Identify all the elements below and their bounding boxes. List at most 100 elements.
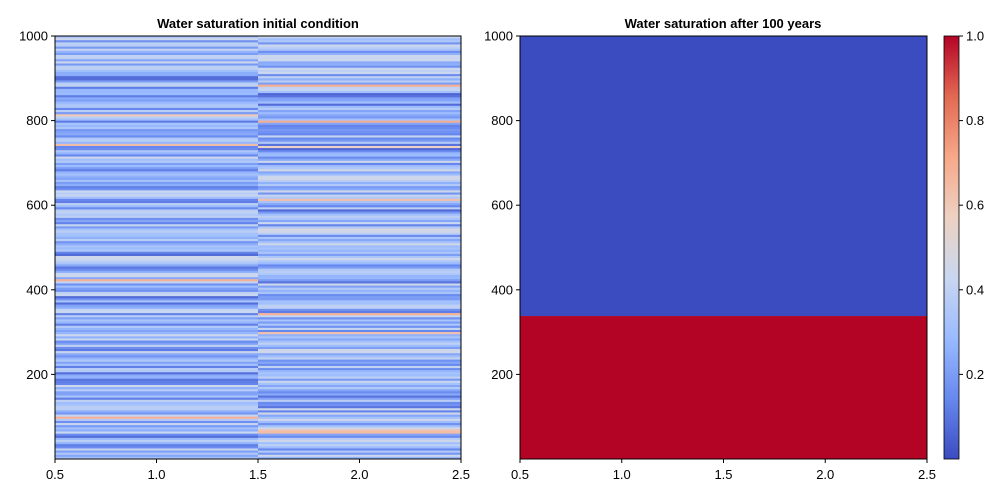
saturation-band (55, 313, 259, 316)
saturation-band (258, 349, 461, 352)
saturation-band (55, 158, 259, 162)
saturation-band (55, 283, 259, 286)
saturation-band (55, 190, 259, 193)
saturation-band (258, 110, 461, 113)
saturation-band (55, 173, 259, 176)
saturation-band (55, 245, 259, 248)
saturation-band (258, 277, 461, 280)
saturation-band (258, 344, 461, 348)
saturation-band (258, 431, 461, 434)
saturation-band (258, 325, 461, 329)
saturation-band (258, 319, 461, 322)
saturation-band (258, 313, 461, 316)
saturation-band (55, 141, 259, 145)
saturation-band (258, 215, 461, 219)
saturation-band (258, 406, 461, 409)
saturation-band (55, 410, 259, 413)
saturation-region (520, 316, 927, 459)
saturation-band (55, 184, 259, 187)
saturation-band (55, 55, 259, 58)
saturation-band (258, 141, 461, 145)
saturation-band (258, 272, 461, 276)
saturation-band (55, 101, 259, 104)
saturation-band (258, 192, 461, 195)
saturation-band (55, 243, 259, 246)
saturation-band (258, 211, 461, 214)
saturation-band (55, 270, 259, 274)
saturation-band (55, 124, 259, 128)
saturation-band (258, 245, 461, 248)
saturation-band (258, 423, 461, 426)
saturation-band (55, 380, 259, 384)
saturation-band (55, 148, 259, 151)
saturation-band (55, 414, 259, 417)
saturation-band (258, 40, 461, 43)
saturation-band (55, 408, 259, 411)
saturation-band (258, 88, 461, 92)
saturation-band (55, 416, 259, 420)
saturation-band (258, 228, 461, 231)
saturation-band (55, 139, 259, 143)
saturation-band (258, 249, 461, 253)
saturation-band (258, 393, 461, 396)
saturation-band (258, 340, 461, 343)
y-tick-label: 200 (26, 367, 48, 382)
saturation-band (55, 255, 259, 259)
saturation-band (55, 38, 259, 41)
saturation-band (258, 363, 461, 367)
saturation-band (258, 427, 461, 430)
saturation-band (258, 247, 461, 250)
saturation-band (258, 452, 461, 456)
saturation-band (55, 97, 259, 100)
saturation-band (258, 370, 461, 373)
saturation-band (258, 203, 461, 206)
saturation-band (258, 133, 461, 136)
saturation-band (258, 243, 461, 246)
saturation-band (55, 110, 259, 113)
saturation-band (258, 260, 461, 263)
saturation-band (258, 281, 461, 284)
saturation-band (55, 391, 259, 394)
saturation-band (55, 88, 259, 92)
saturation-band (55, 156, 259, 159)
saturation-region (520, 36, 927, 317)
saturation-band (55, 200, 259, 204)
saturation-band (258, 90, 461, 94)
y-tick-label: 600 (491, 198, 513, 213)
saturation-band (258, 167, 461, 170)
saturation-band (258, 179, 461, 183)
saturation-band (55, 338, 259, 341)
saturation-band (258, 65, 461, 69)
saturation-band (55, 378, 259, 382)
saturation-band (55, 74, 259, 77)
saturation-band (55, 325, 259, 329)
saturation-band (258, 342, 461, 346)
saturation-band (258, 190, 461, 193)
saturation-band (55, 427, 259, 430)
saturation-band (55, 332, 259, 335)
saturation-band (258, 86, 461, 90)
saturation-band (258, 391, 461, 394)
saturation-band (55, 442, 259, 445)
saturation-band (258, 200, 461, 204)
saturation-band (258, 308, 461, 312)
saturation-band (258, 374, 461, 377)
saturation-band (55, 310, 259, 314)
saturation-band (258, 57, 461, 60)
saturation-band (55, 152, 259, 155)
saturation-band (55, 90, 259, 94)
saturation-band (55, 165, 259, 168)
saturation-band (55, 175, 259, 179)
saturation-band (55, 112, 259, 115)
saturation-band (258, 384, 461, 388)
left-y-axis: 200 400 600 800 1000 (19, 29, 55, 382)
y-tick-label: 1000 (484, 29, 513, 44)
saturation-band (258, 357, 461, 360)
saturation-band (55, 274, 259, 278)
colorbar-tick-label: 1.0 (966, 29, 984, 44)
saturation-band (55, 192, 259, 195)
saturation-band (55, 84, 259, 88)
saturation-band (258, 152, 461, 155)
saturation-band (258, 294, 461, 297)
saturation-band (55, 296, 259, 299)
